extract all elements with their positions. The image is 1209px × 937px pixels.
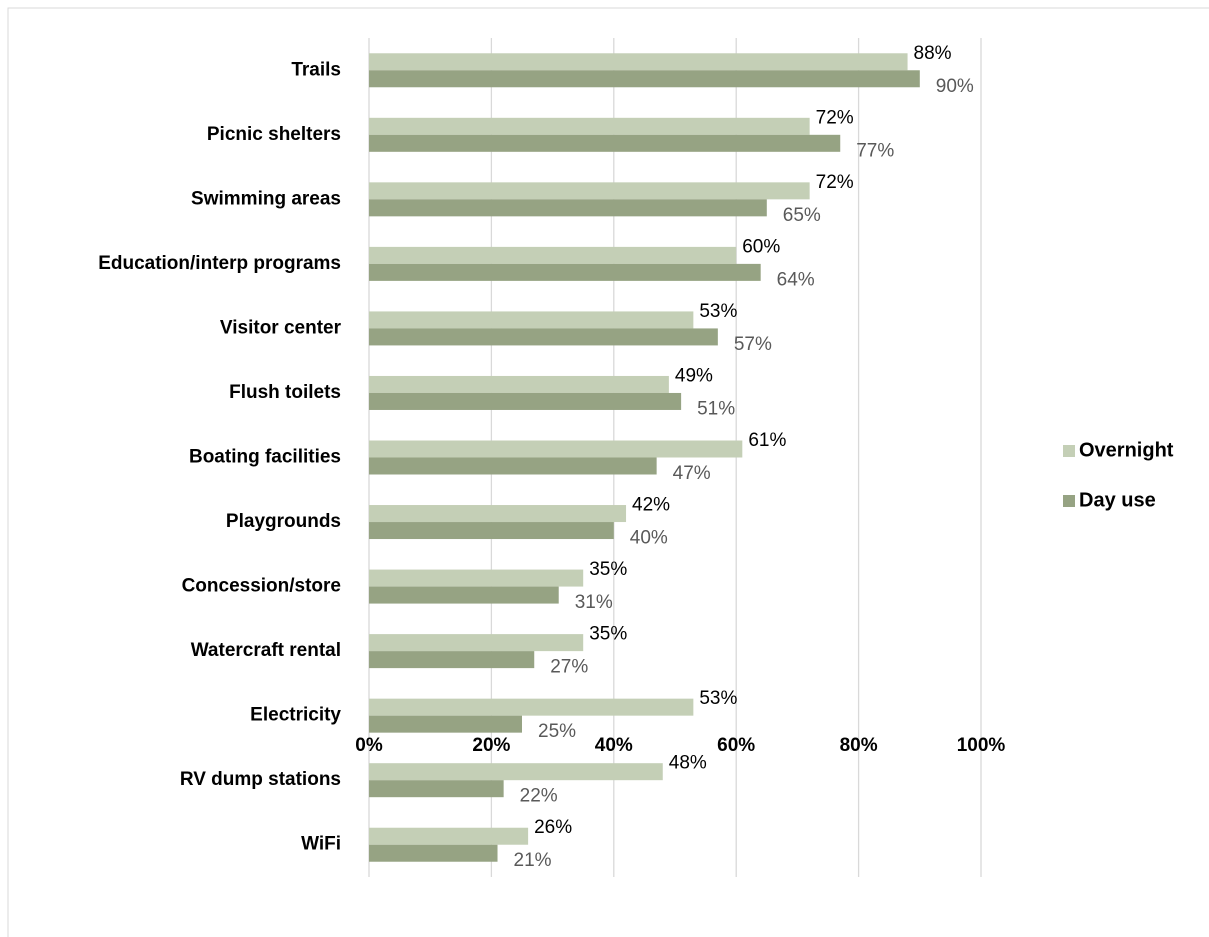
data-label: 51% <box>697 398 735 419</box>
bar <box>369 522 614 540</box>
legend-swatch <box>1063 495 1075 507</box>
data-label: 61% <box>748 430 786 451</box>
y-tick-label: WiFi <box>301 834 341 855</box>
data-label: 26% <box>534 817 572 838</box>
data-label: 35% <box>589 559 627 580</box>
bar <box>369 53 908 71</box>
bar <box>369 134 841 152</box>
bar <box>369 440 743 458</box>
x-tick-label: 40% <box>595 735 633 756</box>
legend-label: Overnight <box>1079 439 1174 461</box>
bar <box>369 698 694 716</box>
data-label: 22% <box>520 786 558 807</box>
bar <box>369 263 761 281</box>
y-tick-label: Trails <box>291 59 341 80</box>
y-tick-label: Playgrounds <box>226 511 341 532</box>
bar <box>369 392 682 410</box>
data-label: 77% <box>856 140 894 161</box>
y-tick-label: Education/interp programs <box>98 253 341 274</box>
bar <box>369 182 810 200</box>
x-tick-label: 20% <box>472 735 510 756</box>
data-label: 88% <box>914 43 952 64</box>
y-tick-label: Swimming areas <box>191 188 341 209</box>
bar <box>369 763 663 781</box>
y-tick-label: Flush toilets <box>229 382 341 403</box>
data-label: 60% <box>742 236 780 257</box>
y-tick-label: Electricity <box>250 705 341 726</box>
y-tick-label: Concession/store <box>182 576 341 597</box>
bar <box>369 586 559 604</box>
y-tick-label: Visitor center <box>220 317 342 338</box>
data-label: 27% <box>550 657 588 678</box>
y-tick-label: Boating facilities <box>189 447 341 468</box>
data-label: 53% <box>699 301 737 322</box>
data-label: 47% <box>673 463 711 484</box>
data-label: 65% <box>783 205 821 226</box>
data-label: 72% <box>816 172 854 193</box>
x-tick-label: 100% <box>957 735 1006 756</box>
data-label: 64% <box>777 269 815 290</box>
data-label: 53% <box>699 688 737 709</box>
x-tick-label: 60% <box>717 735 755 756</box>
data-label: 25% <box>538 721 576 742</box>
y-tick-label: Watercraft rental <box>191 640 341 661</box>
data-label: 49% <box>675 365 713 386</box>
bar <box>369 246 737 264</box>
bar <box>369 844 498 862</box>
bar <box>369 375 669 393</box>
data-label: 31% <box>575 592 613 613</box>
data-label: 35% <box>589 624 627 645</box>
bar <box>369 70 920 88</box>
bar <box>369 651 535 669</box>
legend-label: Day use <box>1079 489 1156 511</box>
data-label: 48% <box>669 753 707 774</box>
data-label: 42% <box>632 495 670 516</box>
data-label: 57% <box>734 334 772 355</box>
data-label: 72% <box>816 107 854 128</box>
bar <box>369 311 694 329</box>
bar <box>369 569 584 587</box>
bar <box>369 827 529 845</box>
y-tick-label: Picnic shelters <box>207 124 341 145</box>
data-label: 21% <box>514 850 552 871</box>
bar <box>369 117 810 135</box>
bar <box>369 780 504 798</box>
bar <box>369 328 718 346</box>
bar <box>369 634 584 652</box>
bar <box>369 715 522 733</box>
bar <box>369 505 627 523</box>
chart-border <box>7 7 1209 937</box>
x-tick-label: 80% <box>840 735 878 756</box>
data-label: 40% <box>630 528 668 549</box>
y-tick-label: RV dump stations <box>180 769 341 790</box>
x-tick-label: 0% <box>355 735 383 756</box>
legend-swatch <box>1063 445 1075 457</box>
bar <box>369 457 657 475</box>
data-label: 90% <box>936 76 974 97</box>
bar <box>369 199 767 217</box>
